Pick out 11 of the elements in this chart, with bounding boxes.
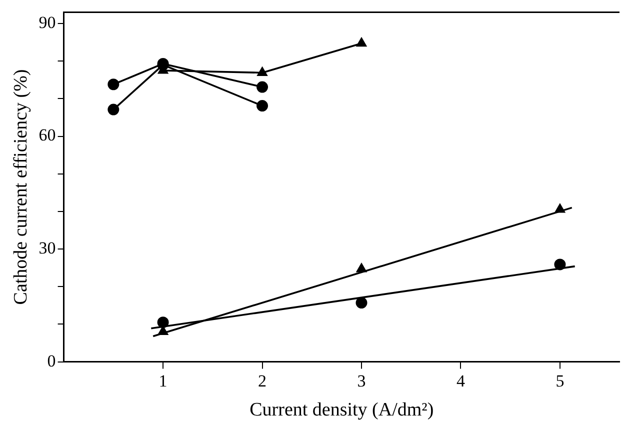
y-tick-label: 60 <box>38 126 56 145</box>
x-axis-title: Current density (A/dm²) <box>250 400 434 421</box>
x-tick-label: 2 <box>258 371 267 390</box>
x-tick-label: 1 <box>158 371 168 390</box>
y-tick-label: 90 <box>38 12 56 32</box>
y-tick-label: 30 <box>38 238 56 258</box>
y-axis-title: Cathode current efficiency (%) <box>10 69 32 305</box>
y-tick-label: 0 <box>47 351 56 370</box>
x-tick-label: 3 <box>357 371 366 390</box>
x-tick-label: 4 <box>456 371 466 390</box>
x-tick-label: 5 <box>556 371 564 390</box>
